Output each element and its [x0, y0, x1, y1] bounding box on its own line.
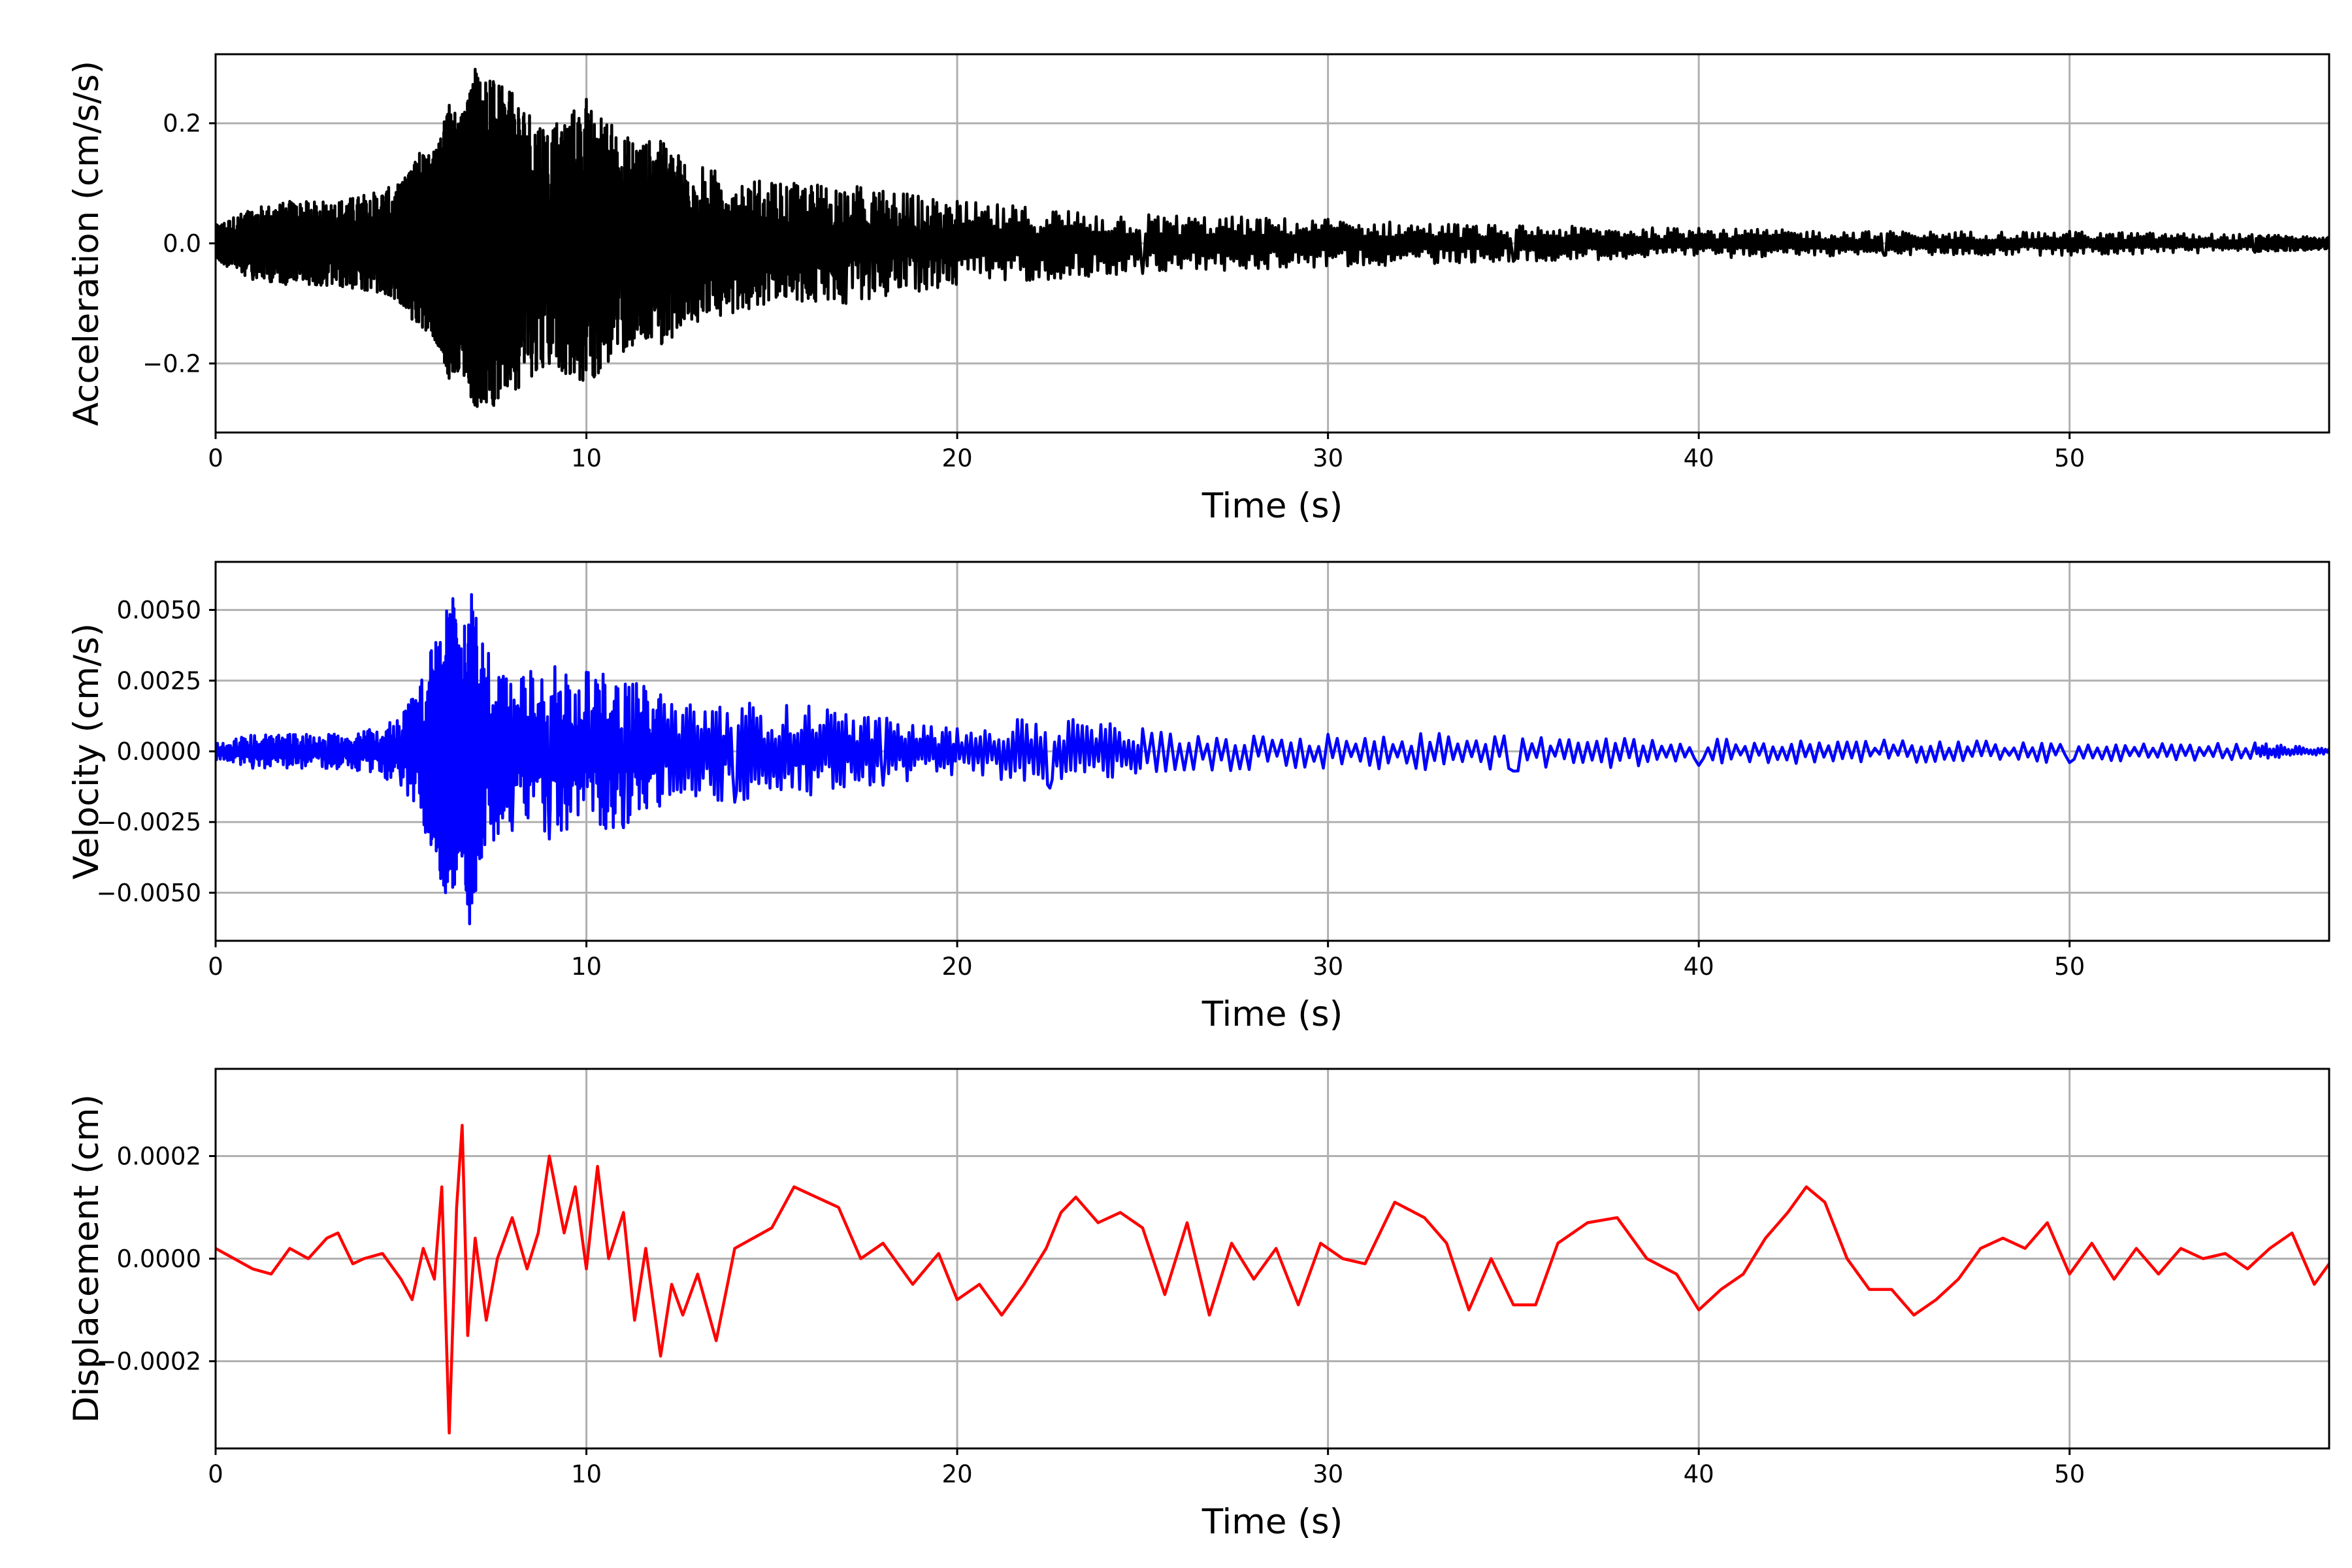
y-tick-label: 0.0000	[117, 1245, 201, 1273]
x-tick-label: 10	[571, 953, 602, 981]
panel-displacement: 0 10 20 30 40 50 −0.0002 0.0000 0.0002 Time (s) Di…	[67, 1068, 2330, 1542]
displacement-series-line	[216, 1124, 2329, 1435]
x-tick-label: 40	[1684, 444, 1714, 472]
y-tick-label: 0.0025	[117, 667, 201, 695]
x-tick-label: 50	[2054, 1460, 2085, 1488]
x-tick-label: 50	[2054, 444, 2085, 472]
acceleration-series-line	[216, 67, 2329, 408]
x-tick-label: 40	[1684, 1460, 1714, 1488]
acceleration-y-axis-label: Acceleration (cm/s/s)	[67, 61, 106, 426]
y-tick-label: −0.0025	[97, 808, 201, 836]
y-tick-label: 0.0	[163, 230, 201, 258]
x-tick-label: 10	[571, 444, 602, 472]
y-tick-label: 0.0002	[117, 1142, 201, 1170]
x-tick-label: 10	[571, 1460, 602, 1488]
x-tick-label: 50	[2054, 953, 2085, 981]
acceleration-x-axis-label: Time (s)	[1201, 486, 1343, 526]
y-tick-label: 0.2	[163, 110, 201, 138]
y-tick-label: 0.0050	[117, 596, 201, 625]
x-tick-label: 40	[1684, 953, 1714, 981]
x-tick-label: 20	[942, 444, 973, 472]
x-tick-label: 30	[1313, 953, 1343, 981]
x-tick-label: 30	[1313, 1460, 1343, 1488]
velocity-y-axis-label: Velocity (cm/s)	[67, 623, 106, 879]
displacement-x-axis-label: Time (s)	[1201, 1502, 1343, 1542]
x-tick-label: 30	[1313, 444, 1343, 472]
x-tick-label: 0	[208, 953, 223, 981]
velocity-series-line	[216, 593, 2329, 926]
y-tick-label: −0.0050	[97, 879, 201, 907]
x-tick-label: 0	[208, 444, 223, 472]
x-tick-label: 20	[942, 953, 973, 981]
y-tick-label: 0.0000	[117, 738, 201, 766]
velocity-x-axis-label: Time (s)	[1201, 994, 1343, 1034]
panel-velocity: 0 10 20 30 40 50 −0.0050 −0.0025 0.0000 0.0025 0.0…	[67, 561, 2330, 1034]
x-tick-label: 0	[208, 1460, 223, 1488]
y-tick-label: −0.0002	[97, 1348, 201, 1376]
y-tick-label: −0.2	[142, 350, 201, 378]
panel-acceleration: 0 10 20 30 40 50 −0.2 0.0 0.2 Time (s) Acceleratio…	[67, 53, 2330, 526]
panels: 0 10 20 30 40 50 −0.2 0.0 0.2 Time (s) Acceleratio…	[67, 53, 2330, 1542]
displacement-y-axis-label: Displacement (cm)	[67, 1094, 106, 1423]
x-tick-label: 20	[942, 1460, 973, 1488]
